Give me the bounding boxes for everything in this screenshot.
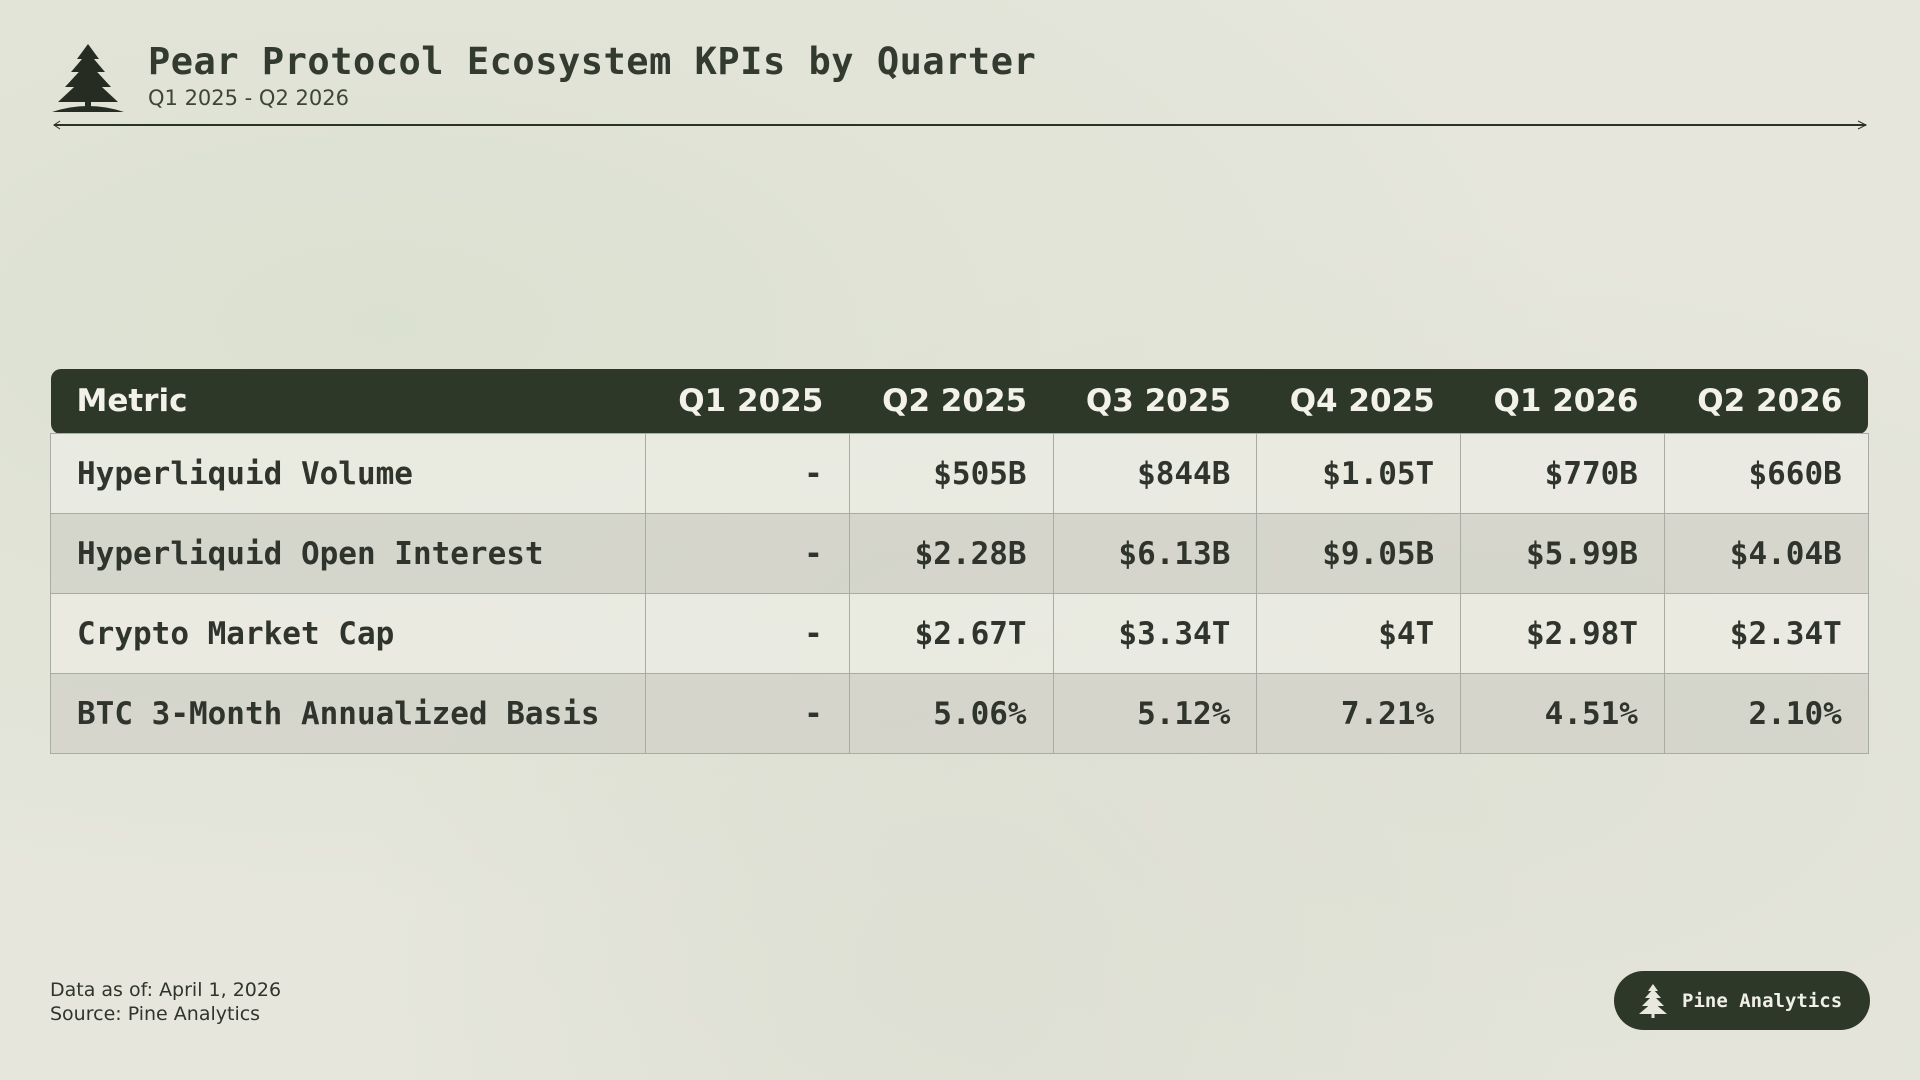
column-header: Q3 2025 [1085, 383, 1231, 419]
pine-tree-icon [52, 44, 124, 112]
metric-cell: Crypto Market Cap [50, 593, 646, 674]
kpi-table: Metric Q1 2025 Q2 2025 Q3 2025 Q4 2025 Q… [50, 369, 1869, 754]
page-subtitle: Q1 2025 - Q2 2026 [148, 86, 349, 110]
value-cell: $4.04B [1663, 513, 1869, 594]
metric-cell: Hyperliquid Volume [50, 433, 646, 514]
pine-tree-icon [1639, 983, 1667, 1018]
value-cell: - [645, 513, 850, 594]
value-cell: $9.05B [1256, 513, 1462, 594]
value-cell: $6.13B [1052, 513, 1258, 594]
table-row: Hyperliquid Volume - $505B $844B $1.05T … [50, 433, 1869, 514]
table-row: Hyperliquid Open Interest - $2.28B $6.13… [50, 513, 1869, 594]
value-cell: $2.98T [1460, 593, 1665, 674]
column-header: Q1 2026 [1493, 383, 1639, 419]
value-cell: 5.12% [1052, 673, 1258, 754]
table-row: BTC 3-Month Annualized Basis - 5.06% 5.1… [50, 673, 1869, 754]
badge-label: Pine Analytics [1682, 989, 1843, 1012]
value-cell: 7.21% [1256, 673, 1462, 754]
value-cell: $4T [1256, 593, 1462, 674]
value-cell: - [645, 673, 850, 754]
value-cell: $770B [1460, 433, 1665, 514]
header: Pear Protocol Ecosystem KPIs by Quarter … [50, 38, 1870, 130]
data-as-of-label: Data as of: April 1, 2026 [50, 979, 282, 1001]
column-header: Q1 2025 [678, 383, 824, 419]
page-title: Pear Protocol Ecosystem KPIs by Quarter [148, 40, 1037, 83]
value-cell: - [645, 433, 850, 514]
footer-note: Data as of: April 1, 2026 Source: Pine A… [50, 978, 281, 1026]
header-divider [53, 120, 1868, 130]
column-header: Q2 2026 [1697, 383, 1843, 419]
column-header: Q2 2025 [882, 383, 1028, 419]
value-cell: $844B [1052, 433, 1258, 514]
pine-analytics-badge[interactable]: Pine Analytics [1614, 971, 1870, 1030]
value-cell: $3.34T [1052, 593, 1258, 674]
metric-cell: Hyperliquid Open Interest [50, 513, 646, 594]
value-cell: - [645, 593, 850, 674]
value-cell: $1.05T [1256, 433, 1462, 514]
column-header: Metric [76, 383, 188, 419]
value-cell: 2.10% [1663, 673, 1869, 754]
column-header: Q4 2025 [1289, 383, 1435, 419]
value-cell: $2.67T [848, 593, 1054, 674]
table-header-row: Metric Q1 2025 Q2 2025 Q3 2025 Q4 2025 Q… [50, 369, 1869, 434]
value-cell: $2.28B [848, 513, 1054, 594]
value-cell: $505B [848, 433, 1054, 514]
value-cell: $660B [1663, 433, 1869, 514]
metric-cell: BTC 3-Month Annualized Basis [50, 673, 646, 754]
value-cell: 4.51% [1460, 673, 1665, 754]
table-row: Crypto Market Cap - $2.67T $3.34T $4T $2… [50, 593, 1869, 674]
source-label: Source: Pine Analytics [50, 1003, 261, 1025]
value-cell: $2.34T [1663, 593, 1869, 674]
value-cell: $5.99B [1460, 513, 1665, 594]
value-cell: 5.06% [848, 673, 1054, 754]
